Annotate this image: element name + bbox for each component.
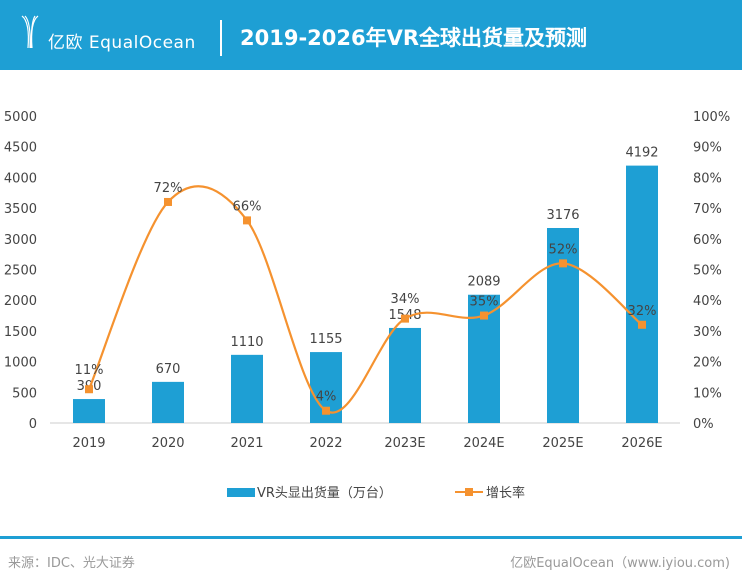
bar-data-label: 4192 (625, 146, 658, 161)
page-title: 2019-2026年VR全球出货量及预测 (240, 26, 588, 50)
growth-data-label: 66% (233, 199, 262, 214)
growth-marker (480, 311, 488, 320)
left-tick-label: 2500 (4, 264, 37, 279)
growth-data-label: 34% (391, 292, 420, 307)
bar (231, 354, 263, 423)
bar-data-label: 2089 (467, 275, 500, 290)
x-tick-label: 2021 (230, 436, 263, 451)
growth-data-label: 4% (316, 390, 337, 405)
x-tick-label: 2020 (151, 436, 184, 451)
growth-marker (559, 259, 567, 268)
bar (389, 327, 421, 423)
left-tick-label: 4500 (4, 141, 37, 156)
left-tick-label: 1000 (4, 356, 37, 371)
left-tick-label: 3000 (4, 233, 37, 248)
left-tick-label: 1500 (4, 325, 37, 340)
x-tick-label: 2019 (72, 436, 105, 451)
brand-name: 亿欧 EqualOcean (48, 33, 196, 53)
growth-marker (401, 314, 409, 323)
left-tick-label: 4000 (4, 171, 37, 186)
legend-line-marker (465, 488, 473, 496)
x-tick-label: 2025E (542, 436, 583, 451)
right-tick-label: 30% (693, 325, 722, 340)
right-tick-label: 40% (693, 294, 722, 309)
bar (626, 165, 658, 423)
right-tick-label: 70% (693, 202, 722, 217)
growth-marker (85, 385, 93, 394)
chart: 0 500 1000 1500 2000 2500 3000 3500 4000 4500 5000… (4, 110, 730, 501)
left-tick-label: 5000 (4, 110, 37, 125)
bar (73, 399, 105, 423)
right-tick-label: 100% (693, 110, 730, 125)
bar-data-label: 670 (156, 362, 181, 377)
growth-marker (243, 216, 251, 225)
x-tick-label: 2024E (463, 436, 504, 451)
equalocean-logo-icon (21, 15, 39, 49)
left-tick-label: 3500 (4, 202, 37, 217)
legend-line-label: 增长率 (486, 485, 525, 501)
footer-divider (0, 536, 742, 539)
bar-data-label: 1110 (230, 335, 263, 350)
x-tick-label: 2023E (384, 436, 425, 451)
growth-marker (164, 197, 172, 206)
legend-bar-label: VR头显出货量（万台） (257, 485, 392, 501)
right-tick-label: 60% (693, 233, 722, 248)
right-tick-label: 90% (693, 141, 722, 156)
x-tick-label: 2022 (309, 436, 342, 451)
right-tick-label: 80% (693, 171, 722, 186)
bar-data-label: 3176 (546, 208, 579, 223)
credit-note: 亿欧EqualOcean（www.iyiou.com) (510, 556, 730, 571)
x-tick-label: 2026E (621, 436, 662, 451)
left-tick-label: 500 (12, 386, 37, 401)
right-tick-label: 50% (693, 264, 722, 279)
source-note: 来源：IDC、光大证券 (8, 556, 135, 571)
left-tick-label: 0 (29, 417, 37, 432)
growth-data-label: 35% (470, 295, 499, 310)
right-tick-label: 10% (693, 386, 722, 401)
header-banner: 亿欧 EqualOcean 2019-2026年VR全球出货量及预测 (0, 0, 742, 70)
growth-data-label: 32% (628, 304, 657, 319)
right-tick-label: 20% (693, 356, 722, 371)
bar (152, 381, 184, 423)
growth-data-label: 52% (549, 242, 578, 257)
growth-data-label: 72% (154, 181, 183, 196)
left-tick-label: 2000 (4, 294, 37, 309)
bar-data-label: 1155 (309, 332, 342, 347)
growth-marker (322, 406, 330, 415)
legend-bar-swatch (227, 488, 255, 497)
right-tick-label: 0% (693, 417, 714, 432)
growth-data-label: 11% (75, 363, 104, 378)
growth-marker (638, 320, 646, 329)
header-divider (220, 20, 222, 56)
